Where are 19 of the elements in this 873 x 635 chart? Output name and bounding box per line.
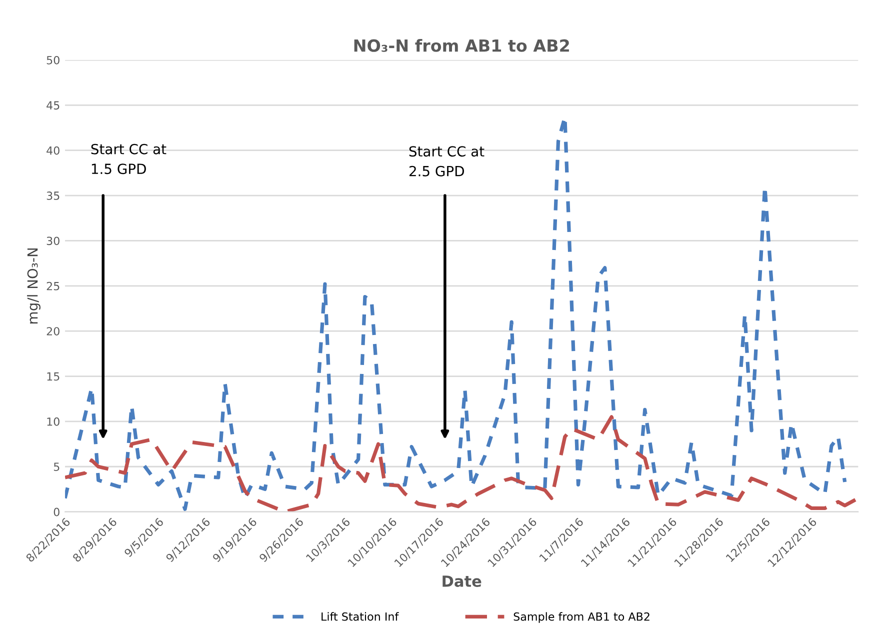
- y-tick-label: 20: [46, 327, 60, 336]
- legend-label: Sample from AB1 to AB2: [514, 612, 650, 623]
- y-tick-label: 25: [46, 282, 60, 290]
- y-tick-label: 35: [46, 192, 60, 200]
- y-tick-label: 30: [46, 236, 60, 246]
- annotation: Start CC at 1.5 GPD: [91, 144, 166, 174]
- x-axis-title: Date: [442, 576, 482, 587]
- line-series: [65, 415, 858, 512]
- y-tick-label: 45: [46, 101, 60, 110]
- chart-title: NO₃-N from AB1 to AB2: [354, 39, 569, 52]
- legend-label: Lift Station Inf: [322, 612, 399, 621]
- y-tick-label: 5: [54, 462, 60, 472]
- y-tick-label: 0: [54, 508, 60, 516]
- y-tick-label: 15: [47, 372, 60, 381]
- annotation: Start CC at 2.5 GPD: [409, 146, 484, 176]
- y-axis-title: mg/l NO₃-N: [27, 248, 40, 324]
- y-tick-label: 10: [47, 417, 60, 426]
- y-tick-label: 50: [46, 56, 60, 64]
- y-tick-label: 40: [46, 146, 60, 155]
